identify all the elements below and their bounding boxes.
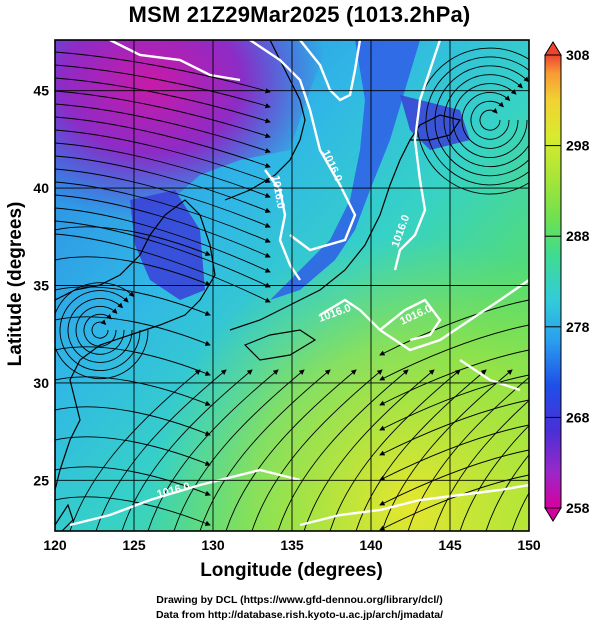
streamline bbox=[379, 324, 529, 381]
credit-dcl: Drawing by DCL (https://www.gfd-dennou.o… bbox=[156, 594, 443, 606]
colorbar-tick-labels: 308 298 288 278 268 258 bbox=[545, 47, 590, 516]
y-axis-label: Latitude (degrees) bbox=[5, 201, 26, 367]
streamline bbox=[277, 369, 409, 531]
streamline bbox=[55, 90, 271, 139]
streamline bbox=[55, 155, 271, 213]
streamline bbox=[147, 369, 279, 531]
streamline bbox=[379, 449, 529, 506]
streamline bbox=[459, 424, 529, 531]
streamline bbox=[434, 65, 529, 177]
cold-continent-shading bbox=[55, 40, 330, 255]
streamline bbox=[67, 298, 133, 363]
streamline bbox=[55, 142, 271, 198]
y-tick-label: 25 bbox=[33, 472, 49, 488]
streamline bbox=[55, 129, 271, 183]
y-tick-label: 30 bbox=[33, 375, 49, 391]
x-tick-label: 135 bbox=[280, 537, 304, 553]
streamline bbox=[379, 349, 529, 406]
streamline bbox=[303, 369, 435, 531]
colorbar-tick-label: 288 bbox=[566, 228, 590, 244]
streamline bbox=[55, 316, 211, 346]
colorbar-tick-label: 278 bbox=[566, 319, 590, 335]
streamline bbox=[379, 374, 529, 431]
colorbar-tick-label: 268 bbox=[566, 409, 590, 425]
streamline bbox=[199, 369, 331, 531]
streamline bbox=[55, 226, 211, 256]
streamline bbox=[479, 107, 501, 131]
streamline bbox=[55, 181, 271, 243]
x-tick-label: 145 bbox=[438, 537, 462, 553]
streamline bbox=[55, 168, 271, 228]
colorbar-tick-label: 298 bbox=[566, 138, 590, 154]
streamline bbox=[55, 103, 271, 154]
streamline bbox=[355, 369, 487, 531]
streamline bbox=[75, 305, 125, 355]
streamline bbox=[55, 406, 211, 436]
colorbar-scale bbox=[544, 54, 562, 509]
coastlines bbox=[55, 40, 461, 531]
streamline bbox=[55, 496, 211, 526]
x-axis-label: Longitude (degrees) bbox=[200, 560, 383, 581]
streamline bbox=[433, 399, 529, 531]
streamline bbox=[55, 233, 271, 303]
streamline bbox=[55, 116, 271, 169]
map-frame bbox=[54, 39, 530, 532]
streamline bbox=[443, 74, 529, 168]
y-tick-label: 40 bbox=[33, 180, 49, 196]
korea-cold-area bbox=[130, 190, 205, 300]
y-tick-label: 35 bbox=[33, 278, 49, 294]
streamline bbox=[55, 220, 271, 288]
streamline bbox=[55, 77, 271, 124]
streamline bbox=[225, 369, 357, 531]
streamline bbox=[173, 369, 305, 531]
x-tick-label: 120 bbox=[43, 537, 67, 553]
x-tick-labels: 120 125 130 135 140 145 150 bbox=[43, 537, 541, 553]
credit-data-source: Data from http://database.rish.kyoto-u.a… bbox=[155, 609, 444, 621]
streamline bbox=[55, 194, 271, 258]
colorbar-tick-label: 308 bbox=[566, 47, 590, 63]
colorbar-max-arrow bbox=[544, 41, 562, 56]
streamline bbox=[55, 346, 211, 376]
x-tick-label: 150 bbox=[517, 537, 541, 553]
colorbar-tick-label: 258 bbox=[566, 500, 590, 516]
streamline bbox=[379, 299, 529, 356]
streamline bbox=[55, 282, 149, 380]
streamline bbox=[379, 399, 529, 456]
streamline bbox=[55, 207, 271, 273]
streamline bbox=[251, 369, 383, 531]
colorbar: 308 298 288 278 268 258 bbox=[544, 41, 590, 522]
streamline bbox=[55, 256, 211, 286]
streamline bbox=[329, 369, 461, 531]
y-tick-label: 45 bbox=[33, 83, 49, 99]
x-tick-label: 140 bbox=[359, 537, 383, 553]
streamline bbox=[121, 369, 253, 531]
colorbar-min-arrow bbox=[544, 507, 562, 522]
wind-streamlines bbox=[55, 47, 529, 531]
map-grid bbox=[55, 40, 529, 531]
streamline bbox=[511, 492, 529, 531]
streamline bbox=[59, 290, 141, 372]
streamline bbox=[381, 369, 513, 531]
contour-label: 1016.0 bbox=[269, 174, 287, 209]
streamline bbox=[485, 454, 529, 531]
x-tick-label: 125 bbox=[122, 537, 146, 553]
pressure-contours bbox=[69, 40, 529, 527]
streamline bbox=[91, 319, 109, 339]
streamline bbox=[425, 56, 529, 186]
streamline bbox=[379, 474, 529, 531]
y-tick-labels: 25 30 35 40 45 bbox=[33, 83, 49, 489]
streamline bbox=[452, 83, 528, 158]
japan-cold-area bbox=[270, 40, 420, 300]
streamline bbox=[95, 369, 227, 531]
x-tick-label: 130 bbox=[201, 537, 225, 553]
streamline bbox=[379, 424, 529, 481]
streamline bbox=[461, 91, 519, 149]
streamline bbox=[470, 100, 510, 140]
streamline bbox=[416, 47, 529, 195]
streamline bbox=[69, 369, 201, 531]
map-title: MSM 21Z29Mar2025 (1013.2hPa) bbox=[128, 2, 471, 27]
streamline bbox=[55, 51, 271, 94]
streamline bbox=[55, 64, 271, 109]
